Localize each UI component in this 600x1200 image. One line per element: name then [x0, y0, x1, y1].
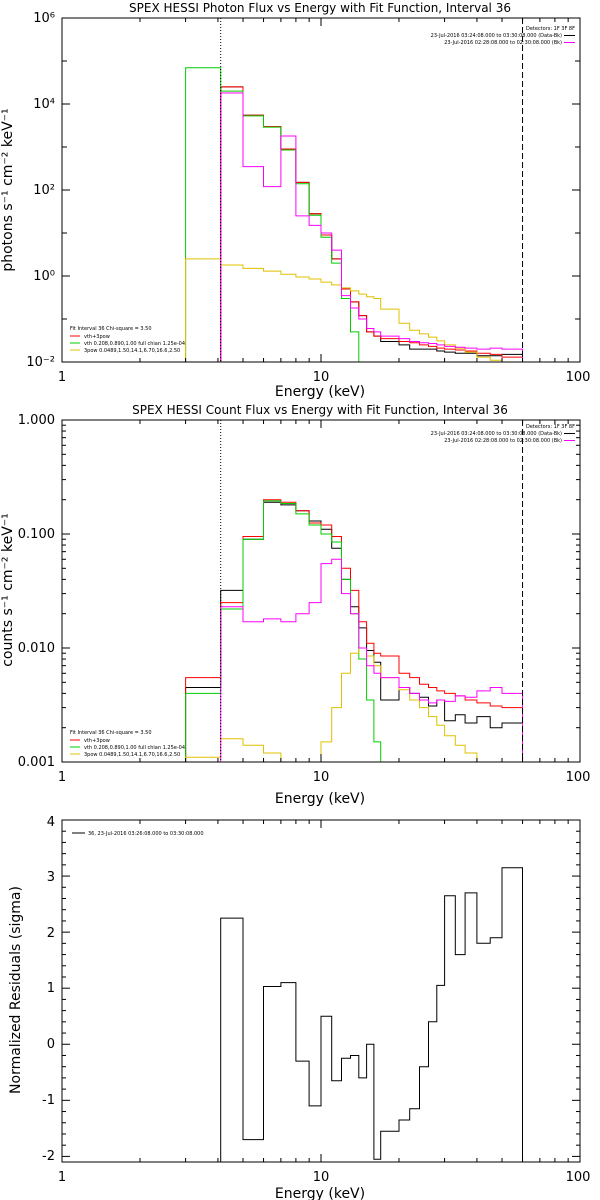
panel2-legend-data-interval: 23-Jul-2016 03:24:08.000 to 03:30:08.000… [431, 431, 562, 437]
panel2-legend-right: Detectors: 1F 3F 8F 23-Jul-2016 03:24:08… [431, 424, 575, 444]
panel1-ytick-label: 10⁰ [33, 269, 55, 284]
series-3pow [185, 258, 523, 362]
panel3-x-ticks [61, 820, 581, 1162]
panel2-legend-fit-interval: Fit Interval 36 Chi-square = 3.50 [70, 730, 152, 736]
panel3-ytick-label: 0 [47, 1037, 55, 1052]
panel1-ylabel: photons s⁻¹ cm⁻² keV⁻¹ [0, 108, 16, 271]
series-vth-3pow [220, 86, 523, 362]
p2-series-clip [185, 499, 523, 762]
panel1-ytick-label: 10⁶ [33, 11, 55, 26]
panel1-legend-bk-interval: 23-Jul-2016 02:28:08.000 to 02:30:08.000… [444, 40, 562, 46]
panel1-xlabel: Energy (keV) [275, 384, 365, 400]
panel1-ytick-label: 10⁻² [26, 355, 55, 370]
panel1-legend-thermal: vth 0.208,0.890,1.00 full chian 1.25e-04 [84, 341, 185, 347]
panel1-legend-right: Detectors: 1F 3F 8F 23-Jul-2016 03:24:08… [431, 26, 575, 46]
panel1-series [185, 67, 523, 362]
series-vth [185, 67, 367, 362]
series-bk [220, 558, 523, 762]
panel1-xtick-label: 10 [313, 370, 330, 385]
panel3-ytick-label: -2 [42, 1149, 55, 1164]
panel-photon-flux: SPEX HESSI Photon Flux vs Energy with Fi… [0, 1, 590, 400]
panel3-xlabel: Energy (keV) [275, 1186, 365, 1200]
panel1-xtick-label: 1 [58, 370, 66, 385]
panel2-title: SPEX HESSI Count Flux vs Energy with Fit… [132, 403, 508, 417]
panel3-series [220, 867, 523, 1162]
panel2-ytick-label: 0.100 [18, 527, 55, 542]
series-36-23-jul-2016-03-26-08-000-to-03-30-08-000 [220, 867, 523, 1162]
panel1-ytick-label: 10² [33, 183, 55, 198]
panel2-y-ticks [62, 419, 580, 763]
panel3-ylabel: Normalized Residuals (sigma) [8, 886, 24, 1094]
panel3-ytick-label: 3 [47, 870, 55, 885]
panel1-y-ticks [62, 17, 580, 363]
panel1-title: SPEX HESSI Photon Flux vs Energy with Fi… [129, 1, 511, 15]
panel1-legend-nonthermal: 3pow 0.0489,1.50,14.1,6.70,16.6,2.50 [84, 348, 180, 354]
panel-count-flux: SPEX HESSI Count Flux vs Energy with Fit… [0, 403, 590, 807]
panel2-legend-left: Fit Interval 36 Chi-square = 3.50 vth+3p… [70, 730, 185, 758]
panel1-ytick-label: 10⁴ [33, 97, 55, 112]
panel1-legend-detectors: Detectors: 1F 3F 8F [526, 26, 575, 32]
panel2-xlabel: Energy (keV) [275, 791, 365, 807]
panel2-legend-bk-interval: 23-Jul-2016 02:28:08.000 to 02:30:08.000… [444, 438, 562, 444]
series-bk [220, 92, 523, 362]
panel2-xtick-label: 100 [566, 770, 591, 785]
panel1-legend-left: Fit Interval 36 Chi-square = 3.50 vth+3p… [70, 326, 185, 354]
panel3-ytick-label: 2 [47, 926, 55, 941]
panel3-y-ticks [62, 819, 580, 1157]
panel-residuals: 1 10 100 -2 -1 0 1 2 3 4 Energy (keV) No… [8, 815, 590, 1200]
panel3-xtick-label: 1 [58, 1170, 66, 1185]
panel2-legend-detectors: Detectors: 1F 3F 8F [526, 424, 575, 430]
series-data-bk [220, 86, 523, 362]
panel1-xtick-label: 100 [566, 370, 591, 385]
panel1-frame [61, 17, 581, 363]
panel3-xtick-label: 10 [313, 1170, 330, 1185]
panel2-ytick-label: 0.010 [18, 641, 55, 656]
panel2-legend-total: vth+3pow [84, 738, 110, 744]
panel2-x-ticks [61, 420, 581, 762]
series-3pow [185, 647, 523, 762]
panel3-ytick-label: 4 [47, 815, 55, 830]
panel1-legend-total: vth+3pow [84, 334, 110, 340]
panel2-legend-nonthermal: 3pow 0.0489,1.50,14.1,6.70,16.6,2.50 [84, 752, 180, 758]
panel2-xtick-label: 10 [313, 770, 330, 785]
panel1-x-ticks [61, 18, 581, 362]
panel1-legend-fit-interval: Fit Interval 36 Chi-square = 3.50 [70, 326, 152, 332]
p3-series-clip [220, 867, 523, 1162]
panel2-series [185, 499, 523, 762]
panel2-ytick-label: 1.000 [18, 413, 55, 428]
panel3-ytick-label: -1 [42, 1093, 55, 1108]
panel3-legend: 36, 23-Jul-2016 03:26:08.000 to 03:30:08… [88, 831, 204, 837]
panel2-ylabel: counts s⁻¹ cm⁻² keV⁻¹ [0, 513, 16, 667]
panel3-xtick-label: 100 [566, 1170, 591, 1185]
panel2-ytick-label: 0.001 [18, 755, 55, 770]
panel2-legend-thermal: vth 0.208,0.890,1.00 full chian 1.25e-04 [84, 745, 185, 751]
panel3-ytick-label: 1 [47, 981, 55, 996]
panel2-fit-range-lines [220, 420, 524, 762]
panel2-xtick-label: 1 [58, 770, 66, 785]
panel1-legend-data-interval: 23-Jul-2016 03:24:08.000 to 03:30:08.000… [431, 33, 562, 39]
panel1-fit-range-lines [220, 18, 524, 362]
series-vth [185, 500, 399, 762]
p1-series-clip [185, 67, 523, 362]
series-data-bk [185, 501, 523, 762]
